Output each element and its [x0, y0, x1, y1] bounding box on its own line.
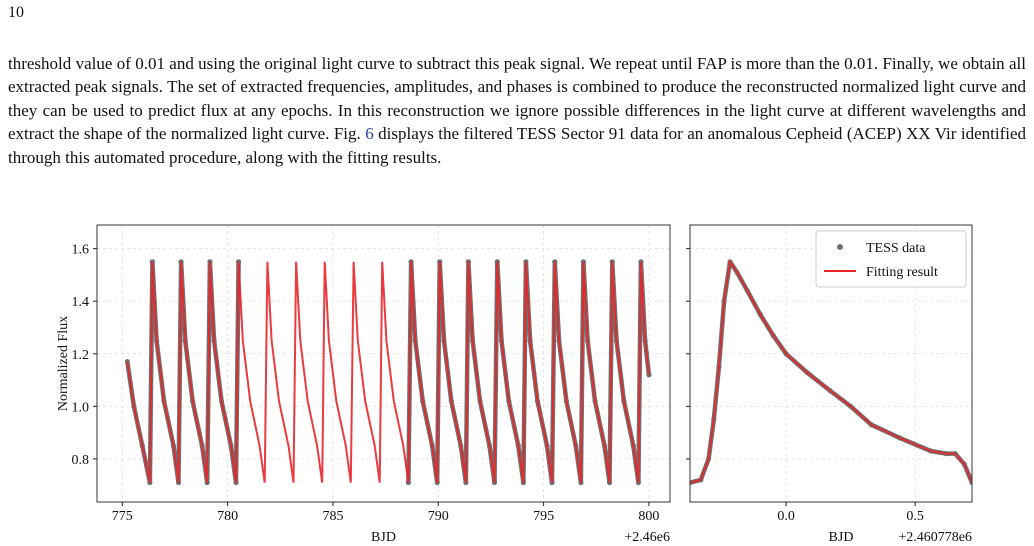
fit-line — [126, 261, 650, 483]
fit-line — [690, 259, 972, 484]
plot-area — [124, 259, 652, 486]
x-tick-label: 0.0 — [777, 509, 795, 524]
plot-area — [690, 259, 972, 486]
paragraph: threshold value of 0.01 and using the or… — [8, 52, 1026, 169]
x-offset-label: +2.46e6 — [624, 530, 670, 545]
x-tick-label: 790 — [428, 509, 449, 524]
axes-frame — [96, 224, 671, 503]
x-tick-label: 775 — [112, 509, 133, 524]
data-point — [124, 359, 130, 365]
data-point — [646, 372, 652, 378]
x-axis-label: BJD — [371, 530, 396, 545]
page-number: 10 — [8, 4, 24, 21]
text: threshold value of 0.01 and using the or… — [8, 54, 1026, 144]
x-tick-label: 800 — [638, 509, 659, 524]
text: displays the filtered TESS Sector 91 dat… — [8, 124, 1027, 167]
legend-label: Fitting result — [866, 265, 938, 280]
x-tick-label: 780 — [217, 509, 238, 524]
data-trace — [125, 259, 652, 485]
x-tick-label: 795 — [533, 509, 554, 524]
legend-label: TESS data — [866, 241, 926, 256]
legend-marker — [837, 244, 843, 250]
figure-link[interactable]: 6 — [365, 124, 374, 144]
y-tick-label: 1.2 — [72, 348, 90, 363]
y-tick-label: 0.8 — [72, 453, 90, 468]
x-axis-label: BJD — [829, 530, 854, 545]
y-axis-label: Normalized Flux — [56, 316, 71, 411]
x-tick-label: 785 — [322, 509, 343, 524]
x-tick-label: 0.5 — [906, 509, 924, 524]
x-offset-label: +2.460778e6 — [898, 530, 972, 545]
y-tick-label: 1.0 — [72, 400, 90, 415]
legend-box — [815, 230, 967, 288]
y-tick-label: 1.4 — [72, 295, 90, 310]
axes-frame — [689, 224, 973, 503]
y-tick-label: 1.6 — [72, 243, 90, 258]
